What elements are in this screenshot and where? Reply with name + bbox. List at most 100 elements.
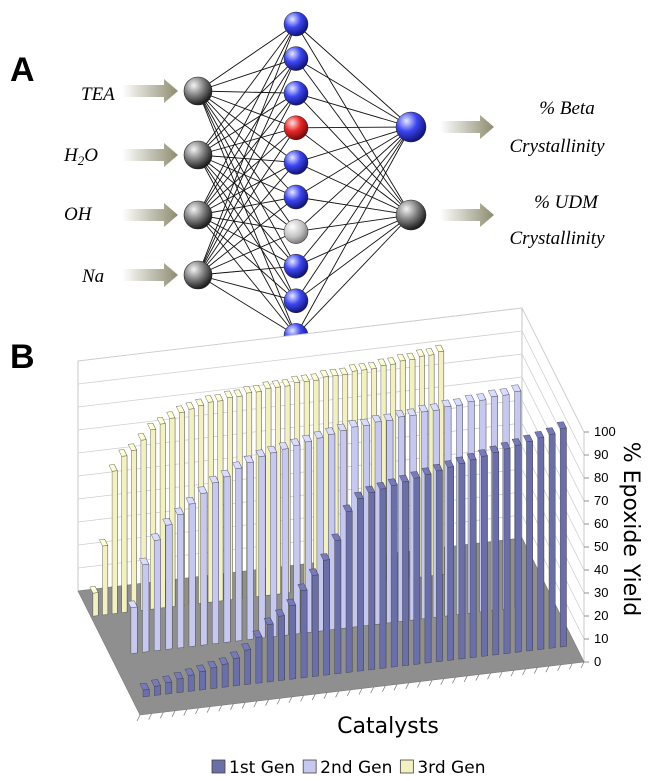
x-tick (183, 709, 188, 716)
panel-b-3d-bar-chart: B 0 10 20 30 40 50 60 70 80 90 100 Catalysts % Epo… (10, 307, 643, 778)
y-tick-label-10: 100 (594, 424, 616, 439)
y-tick-label-9: 90 (594, 447, 608, 462)
x-tick (335, 691, 339, 698)
bar (118, 449, 128, 613)
bar (162, 518, 173, 650)
bar (534, 431, 545, 650)
legend-swatch-1 (302, 759, 317, 774)
bar-series-2 (139, 421, 567, 698)
bar (220, 469, 231, 643)
bar (243, 455, 254, 640)
bar (489, 445, 500, 656)
bar (139, 682, 150, 698)
x-tick (498, 671, 503, 678)
output-labels: % Beta Crystallinity % UDM Crystallinity (510, 98, 606, 249)
bar (147, 422, 157, 610)
x-tick (545, 666, 550, 673)
x-tick (557, 664, 561, 671)
input-labels: TEA H2O OH Na (63, 84, 115, 287)
bar (150, 679, 161, 696)
x-tick (440, 678, 445, 685)
bar (229, 651, 240, 687)
bar (432, 463, 443, 663)
hidden-node-2 (283, 80, 309, 106)
x-tick (347, 689, 351, 697)
bar (156, 417, 166, 609)
input-arrow-0 (122, 79, 178, 103)
bar (275, 609, 285, 681)
bar (197, 486, 208, 646)
bar (208, 475, 219, 645)
input-label-na: Na (81, 266, 104, 287)
input-label-h2o: H2O (63, 145, 98, 168)
y-tick-label-6: 60 (594, 516, 608, 531)
bar (150, 533, 161, 652)
y-tick-label-1: 10 (594, 631, 608, 646)
output-node-beta (395, 111, 427, 143)
bar (342, 504, 353, 673)
output-label-beta-line1: % Beta (539, 98, 594, 119)
x-tick (580, 661, 585, 669)
bar (99, 539, 109, 616)
hidden-node-1 (283, 46, 309, 71)
x-tick (171, 710, 176, 717)
panel-label-b: B (10, 338, 35, 376)
legend-swatch-2 (399, 759, 414, 774)
gridline-10 (77, 307, 585, 433)
hidden-node-6 (283, 219, 309, 244)
x-tick (417, 681, 421, 688)
y-tick-label-5: 50 (594, 539, 608, 554)
bar (556, 421, 567, 648)
bar (127, 443, 137, 612)
x-tick (136, 714, 141, 722)
bar (410, 471, 421, 665)
bar (89, 586, 99, 617)
input-node-0 (183, 76, 213, 106)
bar (207, 661, 218, 689)
bar (139, 557, 150, 653)
input-label-oh: OH (64, 204, 93, 225)
chart-axes: 0 10 20 30 40 50 60 70 80 90 100 (136, 424, 616, 722)
x-tick (288, 696, 293, 704)
x-tick (358, 688, 363, 695)
x-tick (533, 667, 538, 674)
x-tick (428, 679, 433, 687)
bar (511, 438, 522, 653)
bar (173, 671, 184, 694)
bar (297, 583, 308, 679)
y-tick-label-8: 80 (594, 470, 608, 485)
hidden-node-5 (283, 184, 309, 210)
x-tick (206, 706, 211, 713)
bar (286, 598, 297, 680)
output-arrow-0 (440, 115, 494, 139)
bar (523, 434, 533, 652)
bar (477, 449, 488, 657)
output-label-udm-line2: Crystallinity (510, 228, 606, 249)
input-node-1 (183, 140, 213, 170)
bar (336, 423, 347, 629)
x-tick (475, 674, 480, 681)
x-tick (569, 663, 573, 670)
bar (399, 474, 409, 667)
input-node-3 (183, 260, 213, 290)
bar (320, 553, 330, 676)
input-arrow-1 (122, 143, 178, 167)
y-tick-label-2: 20 (594, 608, 608, 623)
chart-bars (89, 344, 567, 698)
panel-a-network-diagram: A TEA H2O OH Na % Beta Crystallinity % U… (10, 11, 606, 348)
hidden-node-0 (283, 11, 309, 37)
legend-swatch-0 (211, 759, 226, 774)
bar (184, 668, 195, 692)
x-tick (487, 673, 491, 680)
bar (455, 456, 466, 660)
bar (267, 445, 278, 638)
bar (376, 482, 387, 669)
y-tick-label-0: 0 (594, 654, 601, 669)
x-tick (230, 703, 234, 710)
legend-label-2: 3rd Gen (417, 758, 485, 778)
y-tick-label-3: 30 (594, 585, 608, 600)
bar (218, 657, 229, 688)
bar (196, 664, 206, 691)
x-tick (405, 682, 410, 690)
